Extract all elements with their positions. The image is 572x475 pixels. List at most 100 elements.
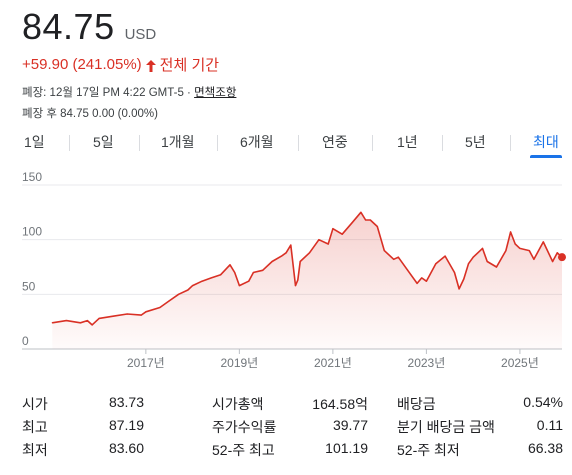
x-tick-label: 2021년 <box>314 356 352 370</box>
stat-label: 52-주 최저 <box>397 442 460 458</box>
after-hours-text: 폐장 후 84.75 0.00 (0.00%) <box>22 108 158 120</box>
data-point <box>168 300 170 302</box>
current-price: 84.75 <box>22 6 115 47</box>
stat-label: 배당금 <box>397 396 436 412</box>
stat-label: 분기 배당금 금액 <box>397 419 495 435</box>
tab-1d[interactable]: 1일 <box>24 134 45 150</box>
data-point <box>376 225 378 228</box>
data-point <box>65 319 67 322</box>
currency-label: USD <box>124 26 157 43</box>
data-point <box>248 280 250 282</box>
disclaimer-link[interactable]: 면책조항 <box>194 87 237 99</box>
data-point <box>383 250 385 252</box>
stat-label: 시가 <box>22 396 48 412</box>
y-tick-label: 100 <box>22 225 42 239</box>
x-tick-label: 2019년 <box>220 356 258 370</box>
data-point <box>280 255 283 257</box>
stat-value: 66.38 <box>527 440 563 456</box>
data-point <box>192 284 194 287</box>
tab-1m[interactable]: 1개월 <box>161 134 195 150</box>
data-point <box>112 315 114 317</box>
data-point <box>393 258 395 260</box>
stat-value: 83.73 <box>108 394 144 410</box>
data-point <box>360 211 362 213</box>
tab-divider <box>372 135 373 151</box>
data-point <box>252 271 254 274</box>
data-point <box>453 271 456 274</box>
data-point <box>407 269 409 271</box>
data-point <box>365 219 367 221</box>
data-point <box>91 324 93 326</box>
stat-label: 52-주 최고 <box>212 442 275 458</box>
data-point <box>467 263 470 265</box>
tab-divider <box>217 135 218 151</box>
data-point <box>514 243 516 245</box>
price-change-row: +59.90 (241.05%) 전체 기간 <box>22 54 219 75</box>
y-tick-label: 50 <box>22 279 36 293</box>
data-point <box>332 228 334 230</box>
market-close-text: 폐장: 12월 17일 PM 4:22 GMT-5 · <box>22 87 195 99</box>
tab-6m[interactable]: 6개월 <box>240 134 274 150</box>
data-point <box>369 219 371 221</box>
data-point <box>299 260 301 263</box>
data-point <box>318 239 320 241</box>
tab-divider <box>510 135 511 151</box>
data-point <box>294 284 297 287</box>
x-tick-label: 2017년 <box>127 356 165 370</box>
stat-value: 83.60 <box>108 440 144 456</box>
data-point <box>201 280 203 282</box>
price-area <box>52 212 563 349</box>
data-point <box>341 233 343 235</box>
data-point <box>528 250 530 252</box>
price-change: +59.90 (241.05%) <box>22 56 142 73</box>
data-point <box>350 222 353 224</box>
data-point <box>234 271 236 274</box>
price-line <box>52 211 563 326</box>
data-point <box>297 279 299 281</box>
y-tick-label: 150 <box>22 172 42 184</box>
data-point <box>290 244 292 246</box>
data-point <box>505 250 507 252</box>
data-point <box>542 241 544 243</box>
data-point <box>262 269 264 271</box>
range-tabs: 1일 5일 1개월 6개월 연중 1년 5년 최대 <box>0 132 572 160</box>
stats-row: 최고 87.19 주가수익률 39.77 분기 배당금 금액 0.11 <box>0 417 572 439</box>
stats-row: 시가 83.73 시가총액 164.58억 배당금 0.54% <box>0 394 572 416</box>
tab-max[interactable]: 최대 <box>530 132 562 160</box>
data-point <box>210 277 212 279</box>
stat-label: 최저 <box>22 442 48 458</box>
data-point <box>229 264 231 266</box>
tab-divider <box>69 135 70 151</box>
data-point <box>519 247 521 250</box>
arrow-up-icon <box>145 59 156 72</box>
data-point <box>177 293 180 295</box>
tab-divider <box>139 135 140 151</box>
stat-value: 87.19 <box>108 417 144 433</box>
tab-5d[interactable]: 5일 <box>93 134 114 150</box>
data-point <box>435 263 437 265</box>
stat-value: 101.19 <box>325 440 368 456</box>
stat-value: 0.54% <box>523 394 563 410</box>
data-point <box>159 306 161 309</box>
data-point <box>220 274 222 276</box>
data-point <box>51 322 53 324</box>
data-point <box>86 319 89 322</box>
price-header: 84.75 USD <box>22 6 156 48</box>
price-chart[interactable]: 150 100 50 0 2017년 2019년 2021년 2023년 2025년 <box>0 172 572 378</box>
stat-value: 0.11 <box>536 417 563 433</box>
data-point <box>463 278 465 280</box>
data-point <box>458 288 460 290</box>
tab-1y[interactable]: 1년 <box>397 134 418 150</box>
change-period: 전체 기간 <box>159 57 220 74</box>
stat-value: 164.58억 <box>312 396 368 412</box>
tab-ytd[interactable]: 연중 <box>322 134 348 150</box>
data-point <box>472 256 474 258</box>
tab-5y[interactable]: 5년 <box>465 134 486 150</box>
data-point <box>308 252 311 254</box>
data-point <box>552 260 554 263</box>
data-point <box>533 258 535 260</box>
data-point <box>327 243 329 245</box>
data-point <box>285 252 287 254</box>
x-tick-label: 2023년 <box>408 356 446 370</box>
stats-row: 최저 83.60 52-주 최고 101.19 52-주 최저 66.38 <box>0 440 572 462</box>
